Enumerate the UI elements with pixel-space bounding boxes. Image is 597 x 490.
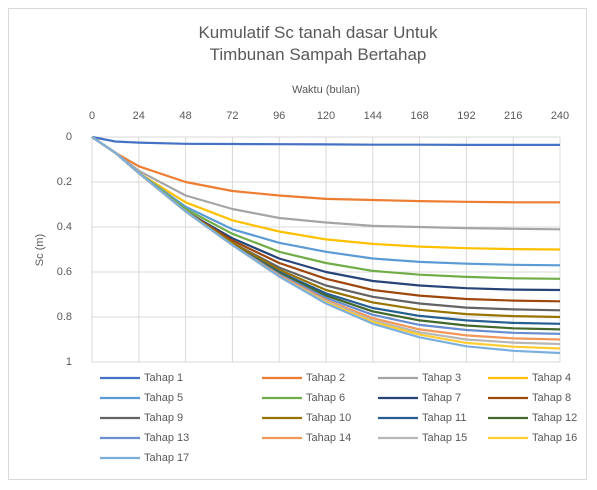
series-line bbox=[91, 136, 560, 204]
chart-title: Kumulatif Sc tanah dasar Untuk Timbunan … bbox=[198, 23, 438, 64]
legend-label: Tahap 6 bbox=[306, 392, 345, 404]
y-tick-label: 1 bbox=[66, 356, 72, 368]
series-line bbox=[91, 136, 561, 355]
x-tick-label: 240 bbox=[551, 110, 569, 122]
series-line bbox=[91, 135, 560, 146]
legend-label: Tahap 11 bbox=[422, 412, 466, 424]
legend-label: Tahap 12 bbox=[532, 412, 577, 424]
legend-label: Tahap 9 bbox=[144, 412, 183, 424]
legend-label: Tahap 13 bbox=[144, 432, 189, 444]
y-tick-label: 0.6 bbox=[57, 266, 72, 278]
legend-label: Tahap 15 bbox=[422, 432, 467, 444]
legend-label: Tahap 5 bbox=[144, 392, 183, 404]
y-tick-label: 0.8 bbox=[57, 311, 72, 323]
chart-frame bbox=[8, 8, 587, 480]
x-axis-label: Waktu (bulan) bbox=[292, 84, 360, 96]
x-tick-label: 72 bbox=[226, 110, 238, 122]
x-tick-label: 96 bbox=[273, 110, 285, 122]
y-tick-label: 0 bbox=[66, 131, 72, 143]
legend-label: Tahap 3 bbox=[422, 372, 461, 384]
legend-label: Tahap 1 bbox=[144, 372, 183, 384]
x-tick-label: 192 bbox=[457, 110, 475, 122]
legend-label: Tahap 16 bbox=[532, 432, 577, 444]
x-tick-label: 24 bbox=[133, 110, 145, 122]
x-tick-label: 144 bbox=[364, 110, 382, 122]
legend-label: Tahap 4 bbox=[532, 372, 571, 384]
y-tick-label: 0.2 bbox=[57, 176, 72, 188]
x-tick-label: 120 bbox=[317, 110, 335, 122]
series-line bbox=[91, 136, 561, 231]
x-tick-label: 48 bbox=[179, 110, 191, 122]
legend-label: Tahap 7 bbox=[422, 392, 461, 404]
x-tick-label: 0 bbox=[89, 110, 95, 122]
legend-label: Tahap 10 bbox=[306, 412, 351, 424]
legend-label: Tahap 2 bbox=[306, 372, 345, 384]
x-tick-label: 168 bbox=[410, 110, 428, 122]
y-tick-label: 0.4 bbox=[57, 221, 72, 233]
legend-label: Tahap 14 bbox=[306, 432, 351, 444]
legend-label: Tahap 8 bbox=[532, 392, 571, 404]
legend-label: Tahap 17 bbox=[144, 452, 189, 464]
x-tick-label: 216 bbox=[504, 110, 522, 122]
y-axis-label: Sc (m) bbox=[34, 234, 46, 266]
